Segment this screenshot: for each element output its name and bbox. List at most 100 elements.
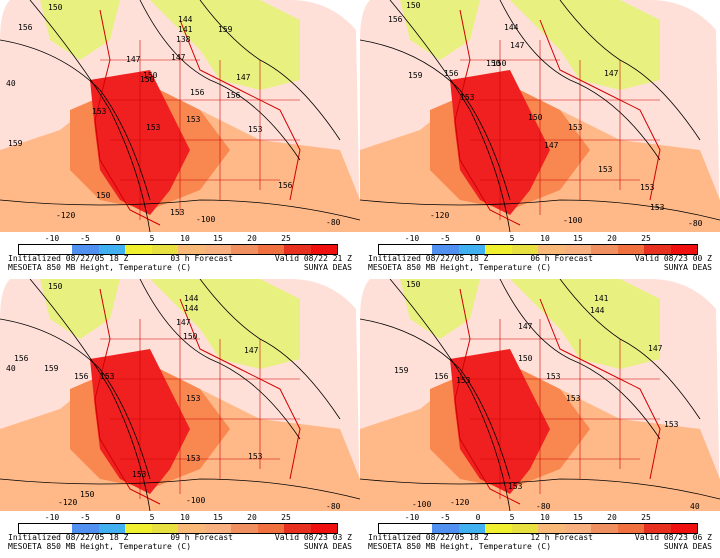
valid-time: Valid 08/23 00 Z [634, 254, 712, 263]
colorbar-swatch [125, 524, 152, 533]
map-panel-09h: 150 156 159 156 153 144 144 147 150 147 153 153 153 1… [0, 279, 360, 558]
height-contour [139, 0, 301, 161]
colorbar-swatch [204, 245, 231, 254]
colorbar-swatch [45, 245, 72, 254]
height-contour [29, 279, 151, 511]
contour-label: -120 [450, 498, 469, 507]
contour-label: 147 [604, 69, 619, 78]
contour-label: 147 [236, 73, 251, 82]
height-contour [29, 0, 151, 232]
colorbar-swatch [511, 245, 538, 254]
state-borders [460, 319, 660, 499]
colorbar-swatch [485, 524, 512, 533]
height-contour [0, 39, 151, 201]
temperature-colorbar [378, 523, 698, 534]
height-contour [360, 39, 511, 201]
colorbar-tick-label: 5 [149, 234, 155, 243]
colorbar-swatch [485, 245, 512, 254]
contour-label: 153 [186, 394, 201, 403]
contour-label: -100 [186, 496, 205, 505]
contour-label: -100 [412, 500, 431, 509]
colorbar-swatch [538, 245, 565, 254]
contour-label: 147 [518, 322, 533, 331]
colorbar-swatch [458, 245, 485, 254]
contour-label: 147 [171, 53, 186, 62]
contour-label: -80 [326, 502, 341, 511]
colorbar-swatch [538, 524, 565, 533]
contour-label: 144 [178, 15, 193, 24]
colorbar-swatch [204, 524, 231, 533]
state-borders [460, 40, 660, 220]
valid-time: Valid 08/23 03 Z [274, 533, 352, 542]
colorbar-swatch [19, 245, 46, 254]
colorbar-swatch [231, 524, 258, 533]
temperature-field-mild [400, 279, 660, 369]
colorbar-swatch [257, 245, 284, 254]
colorbar-swatch [379, 524, 406, 533]
colorbar-swatch [617, 524, 644, 533]
temperature-map: 150 156 159 153 141 144 147 150 147 153 153 153 153 -… [360, 279, 720, 511]
contour-label: 153 [186, 115, 201, 124]
contour-label: 156 [434, 372, 449, 381]
colorbar-swatch [19, 524, 46, 533]
colorbar-tick-label: -10 [404, 234, 420, 243]
contour-label: 156 [444, 69, 459, 78]
colorbar-swatch [511, 524, 538, 533]
colorbar-tick-label: 5 [149, 513, 155, 522]
contour-label: 153 [100, 372, 115, 381]
contour-label: -120 [430, 211, 449, 220]
valid-time: Valid 08/22 21 Z [274, 254, 352, 263]
colorbar-swatch [670, 245, 697, 254]
contour-label: 147 [510, 41, 525, 50]
colorbar-tick-label: 10 [180, 513, 190, 522]
colorbar-swatch [98, 524, 125, 533]
forecast-hour: 03 h Forecast [170, 254, 233, 263]
contour-label: 153 [248, 125, 263, 134]
contour-label: 156 [226, 91, 241, 100]
colorbar-swatch [591, 245, 618, 254]
height-contour [139, 279, 301, 440]
colorbar-tick-label: -5 [80, 234, 90, 243]
credit: SUNYA DEAS [303, 263, 352, 272]
colorbar-swatch [178, 245, 205, 254]
contour-label: 153 [186, 454, 201, 463]
colorbar-swatch [458, 524, 485, 533]
colorbar-swatch [178, 524, 205, 533]
colorbar-tick-label: -5 [440, 513, 450, 522]
contour-label: 150 [518, 354, 533, 363]
contour-label: 150 [486, 59, 501, 68]
contour-label: 153 [598, 165, 613, 174]
contour-label: 153 [170, 208, 185, 217]
colorbar-swatch [45, 524, 72, 533]
height-contour [360, 199, 720, 221]
init-time: Initialized 08/22/05 18 Z [368, 254, 489, 263]
contour-label: 141 [594, 294, 609, 303]
colorbar-swatch [405, 524, 432, 533]
model-description: MESOETA 850 MB Height, Temperature (C) [368, 542, 552, 551]
contour-label: 147 [648, 344, 663, 353]
model-description: MESOETA 850 MB Height, Temperature (C) [368, 263, 552, 272]
contour-label: 150 [80, 490, 95, 499]
contour-label: 153 [664, 420, 679, 429]
colorbar-ticks: -10 -5 0 5 10 15 20 25 [378, 513, 698, 523]
temperature-colorbar [18, 244, 338, 255]
colorbar-tick-label: -10 [404, 513, 420, 522]
height-contour [559, 279, 701, 420]
map-panel-06h: 150 156 159 156 144 147 150 153 150 147 153 153 153 1… [360, 0, 720, 279]
contour-label: 156 [278, 181, 293, 190]
contour-label: 156 [74, 372, 89, 381]
colorbar-tick-label: 25 [641, 234, 651, 243]
height-contour [0, 478, 360, 500]
colorbar-swatch [644, 245, 671, 254]
temperature-field-mild [400, 0, 660, 90]
height-contour [0, 199, 360, 221]
colorbar-tick-label: 10 [540, 234, 550, 243]
contour-label: 153 [546, 372, 561, 381]
contour-label: 147 [126, 55, 141, 64]
contour-label: 153 [456, 376, 471, 385]
contour-label: 150 [48, 282, 63, 291]
colorbar-ticks: -10 -5 0 5 10 15 20 25 [378, 234, 698, 244]
colorbar-tick-label: 25 [641, 513, 651, 522]
init-time: Initialized 08/22/05 18 Z [368, 533, 489, 542]
contour-label: 147 [244, 346, 259, 355]
